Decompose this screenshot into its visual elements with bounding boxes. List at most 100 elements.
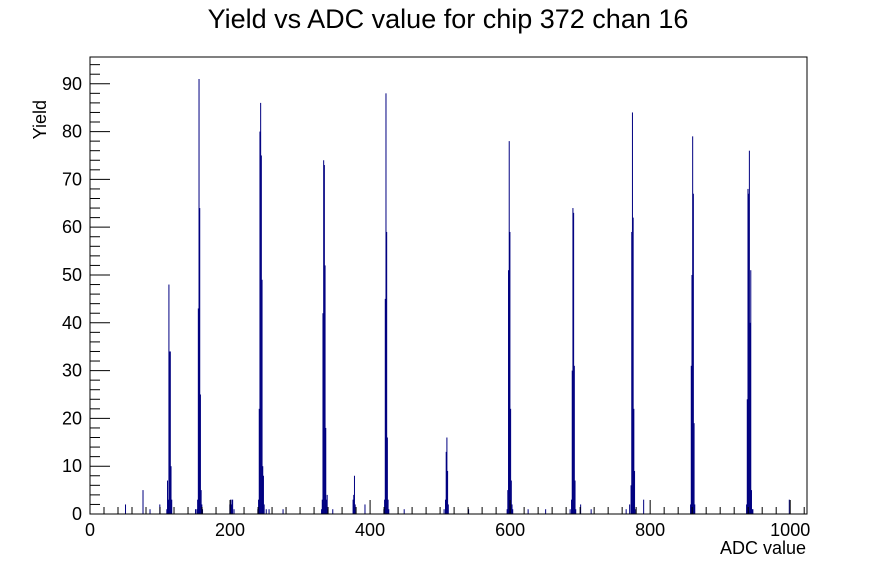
y-tick-label: 80 [62,122,82,142]
histogram-bin [574,480,576,514]
histogram-bin [230,499,232,514]
histogram-bin [693,423,695,514]
x-axis: 0 200 400 600 800 1000 [85,500,810,540]
histogram-bin [149,509,151,514]
histogram-bin [167,499,169,514]
histogram-bin [506,509,508,514]
histogram-bin [200,490,202,514]
histogram-bin [196,509,198,514]
histogram-bin [322,313,324,514]
histogram-bin [507,490,509,514]
histogram-bin [261,279,263,514]
histogram-bin [387,499,389,514]
y-tick-label: 10 [62,456,82,476]
histogram-bin [571,499,573,514]
histogram-bin [169,351,171,514]
histogram-bin [171,499,173,514]
histogram-bin [590,509,592,514]
histogram-bin [510,480,512,514]
histogram-bin [445,451,447,514]
histogram-bin [230,504,232,514]
y-tick-label: 30 [62,361,82,381]
histogram-bin [260,155,262,514]
histogram-bin [386,231,388,514]
histogram-bin [231,499,233,514]
plot-background [90,57,807,514]
histogram-bin [258,499,260,514]
histogram-bin [748,150,750,514]
histogram-bin [268,509,270,514]
histogram-bin [573,365,575,514]
histogram-bin [198,78,200,515]
histogram-bin [573,212,575,514]
histogram-bin [750,270,752,514]
histogram-bin [468,509,470,514]
histogram-bin [385,93,387,514]
histogram-bin [749,322,751,514]
histogram-bin [625,509,627,514]
histogram-bin [508,270,510,514]
histogram-bin [282,509,284,514]
histogram-bin [631,112,633,514]
histogram-bin [354,504,356,514]
histogram-bin [748,193,750,514]
plot-border [89,56,808,515]
histogram-bin [632,217,634,514]
histogram-bin [633,408,635,514]
histogram-bin [694,504,696,514]
histogram-bin [321,499,323,514]
histogram-bin [263,504,265,514]
histogram-bin [352,499,354,514]
y-tick-label: 40 [62,313,82,333]
y-axis-label: Yield [30,100,50,139]
histogram-bin [751,509,753,514]
x-tick-label: 1000 [770,520,810,540]
chart-title: Yield vs ADC value for chip 372 chan 16 [208,4,689,34]
histogram-bin [445,499,446,514]
y-tick-label: 90 [62,74,82,94]
histogram-bin [446,437,448,514]
x-tick-label: 0 [85,520,95,540]
plot-frame [89,56,808,515]
histogram-bin [575,509,577,514]
x-tick-label: 200 [215,520,245,540]
histogram-bin [325,499,327,514]
histogram-bin [326,494,328,514]
histogram-bin [265,509,267,514]
histogram-bin [443,509,445,514]
histogram-bin [259,131,261,514]
histogram-bin [752,509,754,514]
histogram-bin [691,274,693,514]
histogram-bin [323,165,325,515]
histogram-bin [384,499,386,514]
x-tick-label: 400 [355,520,385,540]
histogram-bin [512,509,514,514]
histogram-bin [509,231,511,514]
histogram-bin [746,399,748,514]
histogram-bin [262,475,264,514]
histogram-bin [747,188,749,514]
y-tick-label: 0 [72,504,82,524]
histogram-bin [167,480,169,514]
histogram-bin [580,504,582,514]
histogram-bin [232,499,234,514]
histogram-bin [631,231,633,514]
histogram-bin [168,284,170,514]
histogram-bin [332,509,334,514]
histogram-bin [572,208,574,514]
histogram-bin [690,365,692,514]
histogram-bin [323,160,325,514]
histogram-bin [353,494,355,514]
y-tick-label: 60 [62,217,82,237]
histogram-bin [630,485,632,514]
histogram-bin [388,509,390,514]
histogram-bin [788,499,790,514]
histogram-bin [571,370,573,514]
histogram-bin [692,193,694,514]
x-tick-label: 800 [635,520,665,540]
histogram-bin [197,499,199,514]
x-axis-label: ADC value [720,538,806,558]
histogram-bin [260,102,262,514]
histogram-bin [321,509,323,514]
